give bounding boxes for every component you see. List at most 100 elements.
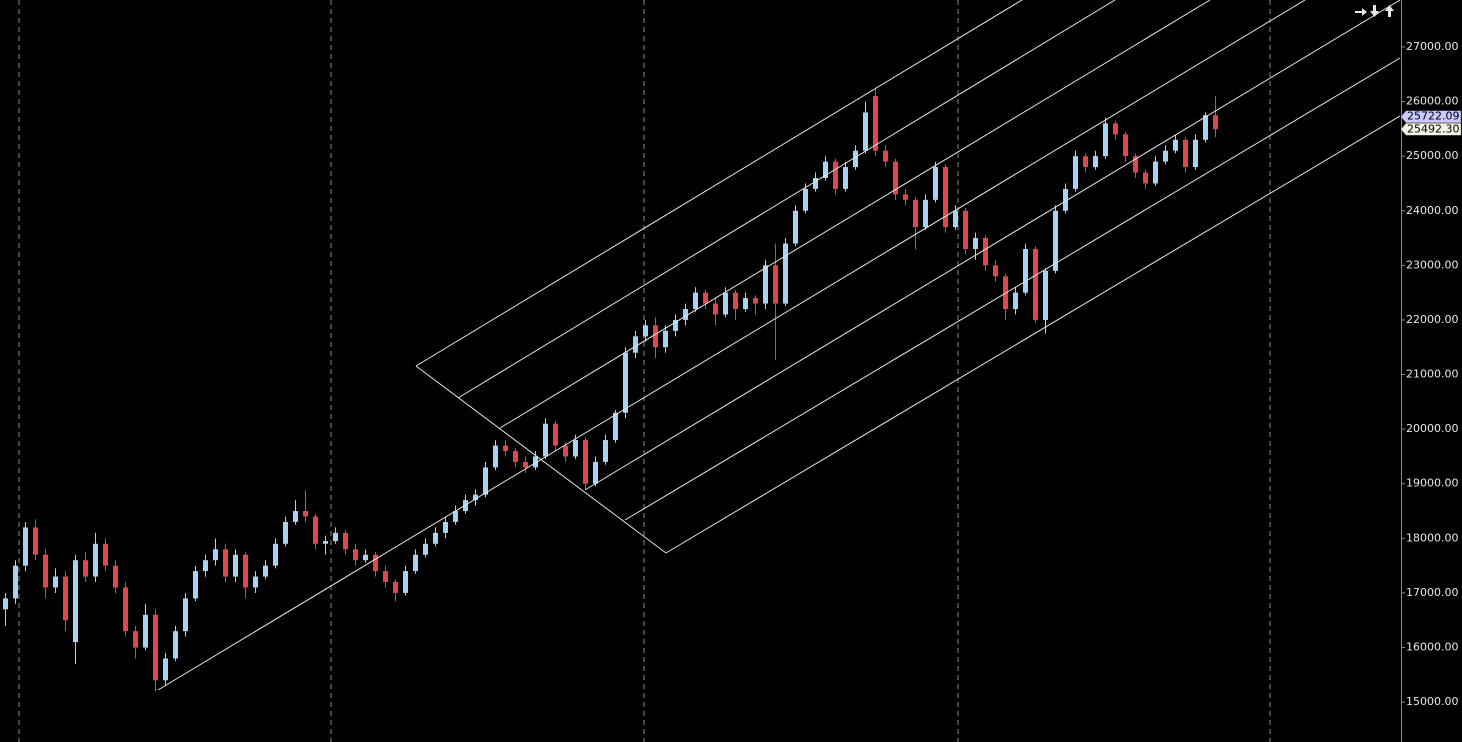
candle-body <box>683 309 688 320</box>
candle-body <box>233 554 238 577</box>
candle-body <box>153 614 158 681</box>
candle-body <box>963 210 968 249</box>
scroll-buttons[interactable] <box>1355 5 1394 17</box>
candle-body <box>823 161 828 178</box>
candle-body <box>293 511 298 522</box>
candle-body <box>133 631 138 648</box>
candle-body <box>1083 156 1088 168</box>
candle-body <box>413 554 418 572</box>
candle-body <box>623 352 628 413</box>
candle-body <box>743 298 748 310</box>
candle-body <box>103 543 108 566</box>
y-tick-label: 20000.00 <box>1406 422 1459 435</box>
channel-line <box>157 0 1306 691</box>
candle-body <box>913 199 918 228</box>
y-tick-label: 16000.00 <box>1406 641 1459 654</box>
candle-body <box>603 440 608 462</box>
channel-line <box>584 0 1401 491</box>
candle-body <box>753 298 758 304</box>
candle-body <box>893 161 898 195</box>
candle-body <box>453 511 458 522</box>
candle-body <box>833 161 838 189</box>
candle-body <box>873 96 878 151</box>
candle-body <box>973 238 978 249</box>
candle-body <box>883 150 888 162</box>
scroll-right-button[interactable] <box>1355 8 1367 16</box>
candle-body <box>253 576 258 588</box>
candle-body <box>1023 248 1028 293</box>
candle-body <box>123 587 128 632</box>
candle-body <box>1013 292 1018 310</box>
candle-body <box>393 582 398 593</box>
candle-body <box>673 319 678 331</box>
candle-body <box>493 445 498 468</box>
candle-body <box>1073 156 1078 189</box>
candle-body <box>373 554 378 572</box>
y-tick-label: 24000.00 <box>1406 204 1459 217</box>
period-separators <box>18 0 1271 742</box>
candle-body <box>193 571 198 599</box>
candle-body <box>663 330 668 348</box>
candle-body <box>1143 172 1148 184</box>
candle-body <box>1133 156 1138 173</box>
candle-body <box>363 554 368 561</box>
candle-body <box>803 188 808 211</box>
candles <box>3 87 1218 692</box>
scroll-up-button[interactable] <box>1385 5 1394 17</box>
y-tick-label: 25000.00 <box>1406 149 1459 162</box>
candle-body <box>953 210 958 228</box>
candle-body <box>13 565 18 599</box>
candle-body <box>773 265 778 304</box>
candle-body <box>723 292 728 315</box>
candle-body <box>163 658 168 681</box>
y-tick-label: 27000.00 <box>1406 40 1459 53</box>
channel-line <box>624 57 1401 521</box>
candle-body <box>923 199 928 228</box>
candle-body <box>853 150 858 168</box>
candle-body <box>553 423 558 446</box>
candle-body <box>863 112 868 151</box>
candle-body <box>283 521 288 544</box>
candle-body <box>1103 123 1108 157</box>
price-axis: 15000.00 16000.00 17000.00 18000.00 19000.00… <box>1400 40 1462 708</box>
price-label-box <box>1400 123 1462 136</box>
candle-body <box>933 167 938 200</box>
candle-body <box>273 543 278 566</box>
candle-body <box>1123 134 1128 157</box>
candle-body <box>1183 139 1188 168</box>
channel-line <box>457 0 1116 399</box>
y-tick-label: 26000.00 <box>1406 95 1459 108</box>
candle-body <box>653 325 658 348</box>
candle-body <box>693 292 698 310</box>
candle-body <box>353 549 358 561</box>
y-tick-label: 22000.00 <box>1406 313 1459 326</box>
price-label-box <box>1400 110 1462 123</box>
price-label: 25492.30 <box>1407 122 1460 135</box>
candle-body <box>1203 115 1208 140</box>
candle-body <box>173 631 178 659</box>
channel-line <box>665 115 1401 554</box>
candle-body <box>763 265 768 304</box>
candle-body <box>473 494 478 501</box>
y-tick-label: 17000.00 <box>1406 586 1459 599</box>
candle-body <box>593 461 598 484</box>
candle-body <box>423 543 428 555</box>
candle-body <box>203 560 208 572</box>
candle-body <box>523 461 528 468</box>
candle-body <box>403 571 408 593</box>
candle-body <box>1163 150 1168 162</box>
candle-body <box>1173 139 1178 151</box>
candle-body <box>1063 188 1068 211</box>
candle-body <box>503 445 508 451</box>
y-tick-label: 19000.00 <box>1406 477 1459 490</box>
candle-body <box>73 560 78 643</box>
candle-body <box>843 167 848 189</box>
candle-body <box>143 614 148 648</box>
scroll-down-button[interactable] <box>1370 5 1379 17</box>
channel-drawing <box>157 0 1401 691</box>
candle-body <box>443 521 448 533</box>
candle-body <box>483 467 488 495</box>
candle-body <box>1033 248 1038 320</box>
